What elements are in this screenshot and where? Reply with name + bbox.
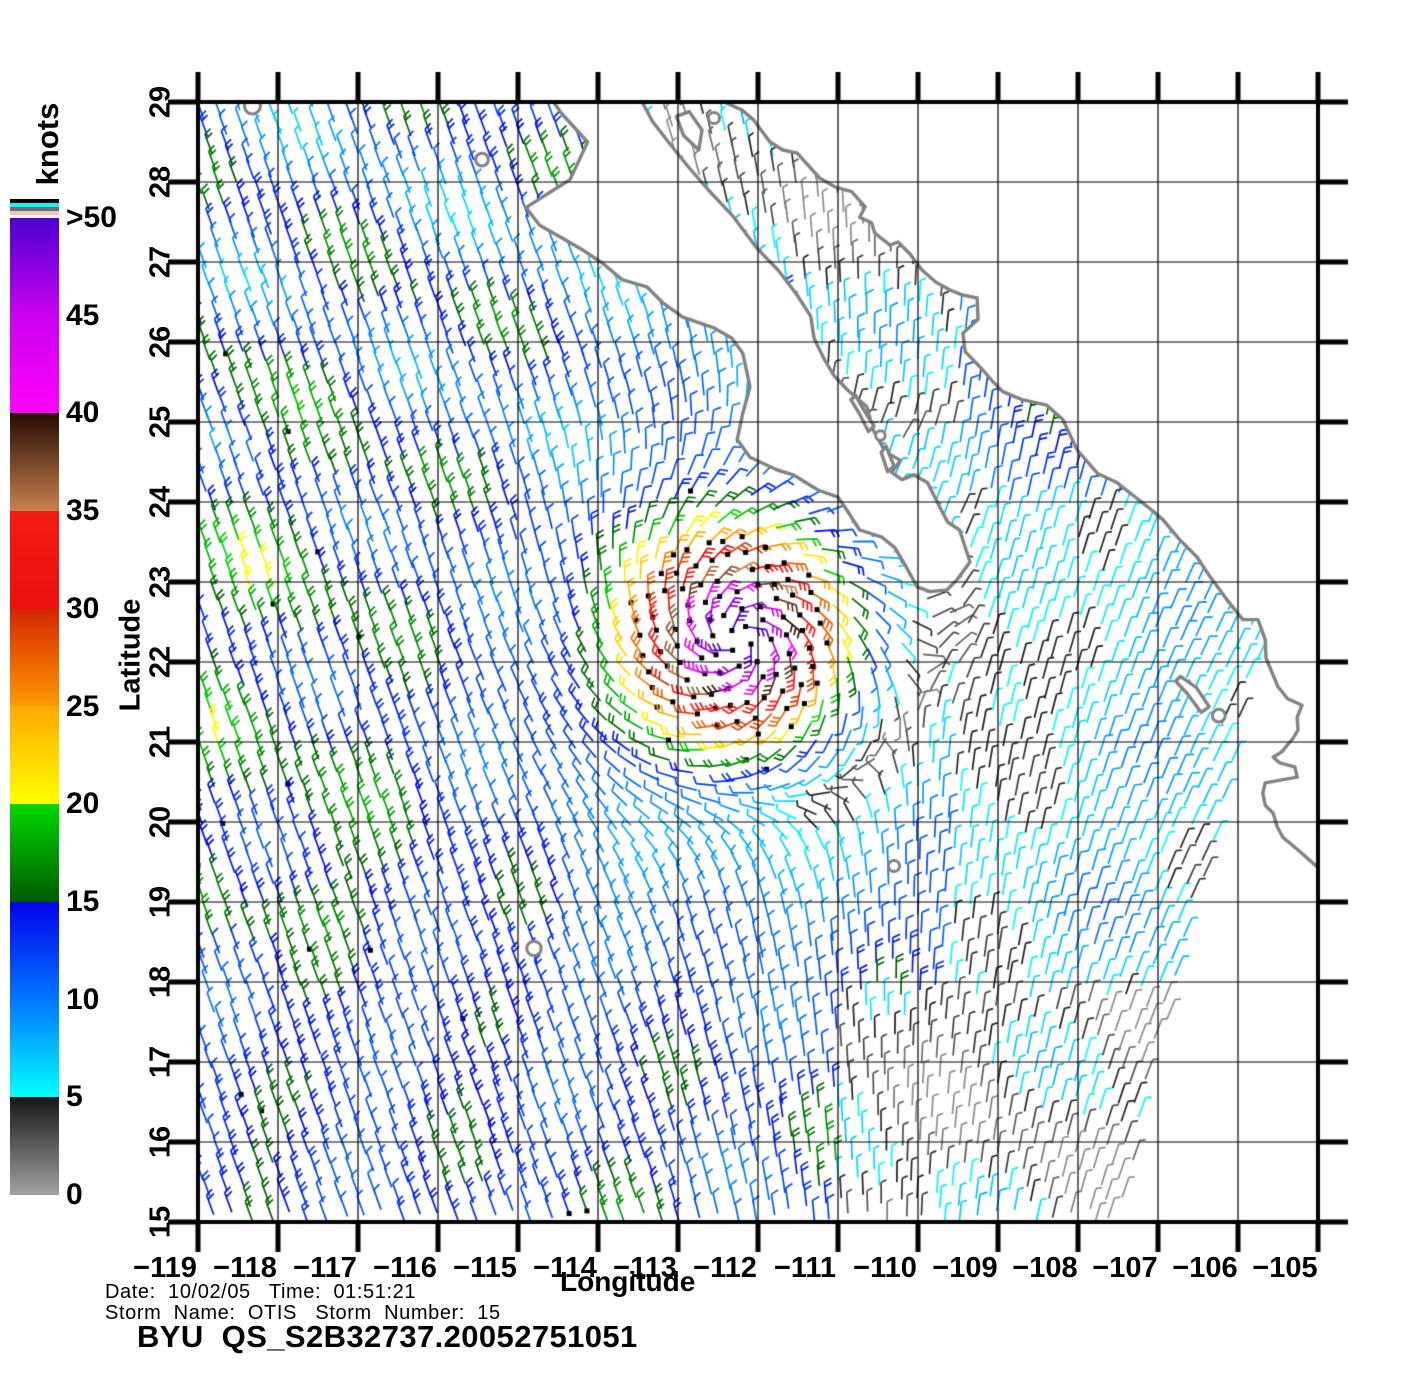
y-tick-label: 22: [144, 645, 177, 679]
date-time-line: Date: 10/02/05 Time: 01:51:21: [105, 1281, 417, 1303]
colorbar-tick-label: 20: [66, 787, 100, 821]
colorbar-tick-label: 25: [66, 689, 100, 723]
x-tick-label: −106: [1172, 1252, 1238, 1284]
colorbar-flag-band: [10, 203, 59, 207]
x-tick-label: −118: [213, 1252, 277, 1284]
colorbar-title: knots: [30, 102, 65, 186]
colorbar-segment: [10, 804, 59, 902]
colorbar-segment: [10, 1097, 59, 1195]
x-tick-label: −113: [613, 1252, 677, 1284]
y-tick-label: 26: [144, 325, 177, 359]
x-tick-label: −109: [932, 1252, 998, 1284]
colorbar-tick-label: >50: [66, 201, 117, 234]
x-tick-label: −110: [853, 1252, 917, 1284]
y-tick-label: 18: [144, 965, 177, 999]
y-tick-label: 15: [144, 1205, 177, 1239]
x-tick-label: −114: [533, 1252, 597, 1284]
y-tick-label: 17: [144, 1045, 177, 1079]
colorbar-tick-label: 40: [66, 396, 100, 430]
colorbar-segment: [10, 218, 59, 316]
y-tick-label: 27: [144, 245, 177, 279]
x-tick-label: −107: [1092, 1252, 1158, 1284]
y-tick-label: 19: [144, 885, 177, 919]
y-tick-label: 23: [144, 565, 177, 599]
colorbar-tick-label: 45: [66, 298, 100, 332]
colorbar-flag-bands: [10, 199, 59, 215]
colorbar-segment: [10, 901, 59, 1000]
x-tick-label: −111: [773, 1252, 837, 1284]
colorbar-segment: [10, 608, 59, 707]
colorbar-tick-label: 0: [66, 1178, 83, 1211]
colorbar-segment: [10, 315, 59, 414]
colorbar-tick-label: 15: [66, 884, 100, 918]
colorbar-tick-label: 30: [66, 591, 100, 625]
y-tick-label: 21: [144, 725, 177, 759]
y-tick-label: 25: [144, 405, 177, 439]
y-tick-label: 29: [144, 85, 177, 119]
y-tick-label: 20: [144, 805, 177, 839]
colorbar-tick-label: 35: [66, 494, 100, 528]
product-title: BYU QS_S2B32737.20052751051: [137, 1319, 638, 1354]
colorbar-flag-band: [10, 207, 59, 211]
x-tick-label: −105: [1252, 1252, 1318, 1284]
colorbar-segment: [10, 511, 59, 609]
colorbar-segment: [10, 999, 59, 1098]
colorbar-segment: [10, 413, 59, 512]
y-tick-label: 16: [144, 1125, 177, 1159]
x-tick-label: −117: [293, 1252, 357, 1284]
x-tick-label: −115: [453, 1252, 517, 1284]
colorbar-tick-label: 5: [66, 1080, 83, 1114]
y-tick-label: 24: [144, 485, 177, 519]
colorbar-tick-label: 10: [66, 982, 100, 1016]
x-tick-label: −112: [693, 1252, 757, 1284]
colorbar: [10, 218, 59, 1195]
colorbar-flag-band: [10, 199, 59, 203]
colorbar-flag-band: [10, 211, 59, 215]
y-tick-label: 28: [144, 165, 177, 199]
x-axis-title: Longitude: [560, 1266, 696, 1297]
x-tick-label: −119: [133, 1252, 197, 1284]
storm-info-line: Storm Name: OTIS Storm Number: 15: [105, 1302, 501, 1324]
colorbar-segment: [10, 706, 59, 805]
x-tick-label: −116: [373, 1252, 437, 1284]
x-tick-label: −108: [1012, 1252, 1078, 1284]
y-axis-title: Latitude: [114, 598, 147, 712]
